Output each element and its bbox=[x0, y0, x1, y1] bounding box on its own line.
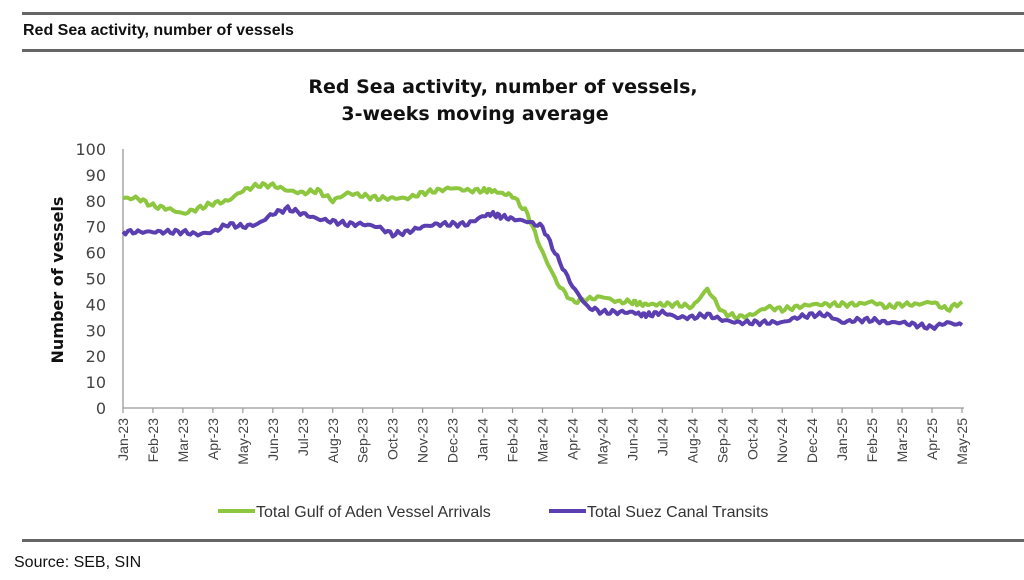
source-note: Source: SEB, SIN bbox=[14, 554, 142, 571]
x-tick-label: Nov-24 bbox=[774, 418, 790, 463]
x-tick-label: Apr-25 bbox=[924, 418, 940, 460]
x-tick-label: Dec-23 bbox=[445, 418, 461, 463]
x-tick-label: Mar-24 bbox=[535, 418, 551, 463]
header-rule bbox=[22, 49, 1024, 52]
section-title: Red Sea activity, number of vessels bbox=[23, 22, 294, 39]
x-tick-label: Mar-23 bbox=[175, 418, 191, 463]
series-suez-canal-line bbox=[121, 204, 964, 331]
x-tick-label: Jun-24 bbox=[624, 418, 640, 461]
y-tick-label: 30 bbox=[86, 321, 106, 340]
y-tick-label: 60 bbox=[86, 244, 106, 263]
y-tick-label: 90 bbox=[86, 166, 106, 185]
series-gulf-of-aden-line bbox=[122, 181, 964, 322]
y-tick-label: 10 bbox=[86, 373, 106, 392]
x-tick-label: Feb-25 bbox=[864, 418, 880, 463]
x-tick-label: Dec-24 bbox=[804, 418, 820, 463]
x-tick-label: Aug-23 bbox=[325, 418, 341, 463]
x-tick-label: Jul-24 bbox=[654, 418, 670, 456]
y-tick-label: 20 bbox=[86, 347, 106, 366]
y-tick-label: 80 bbox=[86, 192, 106, 211]
x-tick-label: Jan-24 bbox=[475, 418, 491, 461]
x-tick-label: Sep-24 bbox=[714, 418, 730, 463]
legend-label: Total Gulf of Aden Vessel Arrivals bbox=[256, 504, 491, 521]
x-tick-label: Apr-24 bbox=[564, 418, 580, 460]
legend-label: Total Suez Canal Transits bbox=[587, 504, 768, 521]
x-tick-label: Nov-23 bbox=[415, 418, 431, 463]
x-tick-label: Sep-23 bbox=[355, 418, 371, 463]
y-tick-label: 0 bbox=[96, 399, 106, 418]
y-tick-label: 40 bbox=[86, 295, 106, 314]
y-tick-label: 70 bbox=[86, 218, 106, 237]
x-tick-label: Feb-24 bbox=[505, 418, 521, 463]
x-tick-label: Oct-24 bbox=[744, 418, 760, 460]
x-tick-label: May-25 bbox=[954, 418, 970, 465]
footer-rule bbox=[22, 539, 1024, 542]
y-axis-label: Number of vessels bbox=[48, 197, 67, 364]
x-tick-label: Jul-23 bbox=[295, 418, 311, 456]
x-tick-label: Jun-23 bbox=[265, 418, 281, 461]
x-tick-label: May-24 bbox=[594, 418, 610, 465]
x-tick-label: May-23 bbox=[235, 418, 251, 465]
chart-title: Red Sea activity, number of vessels, bbox=[308, 76, 697, 98]
x-tick-label: Jan-25 bbox=[834, 418, 850, 461]
x-tick-label: Feb-23 bbox=[145, 418, 161, 463]
x-tick-label: Aug-24 bbox=[684, 418, 700, 463]
top-rule bbox=[22, 12, 1024, 15]
y-tick-label: 50 bbox=[86, 270, 106, 289]
chart-subtitle: 3-weeks moving average bbox=[341, 103, 608, 125]
x-tick-label: Mar-25 bbox=[894, 418, 910, 463]
x-tick-label: Jan-23 bbox=[115, 418, 131, 461]
y-tick-label: 100 bbox=[75, 140, 106, 159]
x-tick-label: Apr-23 bbox=[205, 418, 221, 460]
x-tick-label: Oct-23 bbox=[385, 418, 401, 460]
